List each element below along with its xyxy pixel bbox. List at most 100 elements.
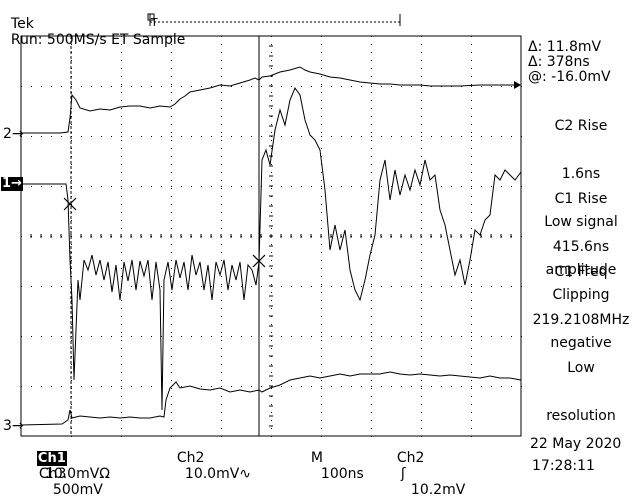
grid-dot (221, 186, 222, 187)
grid-dot (271, 100, 272, 101)
grid-dot (101, 336, 102, 337)
grid-dot (121, 212, 122, 213)
grid-dot (141, 286, 142, 287)
grid-dot (421, 252, 422, 253)
grid-dot (481, 86, 482, 87)
grid-dot (161, 336, 162, 337)
grid-dot (471, 92, 472, 93)
grid-dot (421, 260, 422, 261)
grid-dot (461, 336, 462, 337)
grid-dot (521, 336, 522, 337)
grid-dot (221, 156, 222, 157)
grid-dot (211, 136, 212, 137)
grid-dot (71, 60, 72, 61)
grid-dot (151, 136, 152, 137)
grid-dot (271, 244, 272, 245)
time-readout: 17:28:11 (532, 458, 595, 474)
measurement-note: amplitude (545, 262, 617, 278)
grid-dot (371, 44, 372, 45)
grid-dot (291, 86, 292, 87)
grid-dot (191, 336, 192, 337)
grid-dot (151, 86, 152, 87)
grid-dot (401, 136, 402, 137)
grid-dot (271, 308, 272, 309)
grid-dot (71, 324, 72, 325)
grid-dot (261, 286, 262, 287)
trigger-level-arrow[interactable] (514, 81, 521, 89)
grid-dot (421, 332, 422, 333)
ch2-marker[interactable]: 2→ (3, 126, 24, 142)
grid-dot (211, 186, 212, 187)
grid-dot (121, 52, 122, 53)
grid-dot (261, 136, 262, 137)
grid-dot (101, 386, 102, 387)
grid-dot (471, 404, 472, 405)
grid-dot (171, 340, 172, 341)
grid-dot (471, 228, 472, 229)
grid-dot (221, 196, 222, 197)
grid-dot (211, 386, 212, 387)
cursor-readouts: Δ: 11.8mV Δ: 378ns @: -16.0mV (528, 40, 638, 85)
grid-dot (231, 136, 232, 137)
grid-dot (461, 86, 462, 87)
grid-dot (421, 286, 422, 287)
grid-dot (221, 132, 222, 133)
grid-dot (121, 420, 122, 421)
delta-t-readout: Δ: 378ns (528, 54, 590, 70)
grid-dot (221, 386, 222, 387)
ch1-marker[interactable]: 1→ (1, 176, 23, 191)
grid-dot (411, 136, 412, 137)
grid-dot (321, 336, 322, 337)
grid-dot (171, 252, 172, 253)
grid-dot (121, 84, 122, 85)
grid-dot (91, 286, 92, 287)
grid-dot (271, 68, 272, 69)
grid-dot (31, 386, 32, 387)
grid-dot (351, 336, 352, 337)
cursor-marker-2[interactable] (252, 254, 266, 268)
grid-dot (421, 140, 422, 141)
grid-dot (301, 386, 302, 387)
grid-dot (471, 284, 472, 285)
grid-dot (321, 84, 322, 85)
grid-dot (171, 336, 172, 337)
grid-dot (41, 386, 42, 387)
grid-dot (221, 252, 222, 253)
grid-dot (401, 86, 402, 87)
grid-dot (371, 108, 372, 109)
grid-dot (121, 388, 122, 389)
grid-dot (371, 324, 372, 325)
grid-dot (371, 364, 372, 365)
grid-dot (471, 396, 472, 397)
grid-dot (71, 364, 72, 365)
grid-dot (451, 136, 452, 137)
ch3-label: Ch3 (38, 466, 67, 482)
grid-dot (131, 86, 132, 87)
grid-dot (121, 172, 122, 173)
grid-dot (471, 300, 472, 301)
grid-dot (471, 44, 472, 45)
grid-dot (271, 60, 272, 61)
ch3-marker[interactable]: 3→ (3, 418, 24, 434)
measurement-c2-rise: C2 Rise 1.6ns Low signal amplitude (524, 86, 638, 294)
grid-dot (471, 324, 472, 325)
grid-dot (291, 286, 292, 287)
grid-dot (421, 76, 422, 77)
grid-dot (311, 86, 312, 87)
grid-dot (101, 136, 102, 137)
grid-dot (511, 186, 512, 187)
grid-dot (121, 412, 122, 413)
grid-dot (221, 332, 222, 333)
grid-dot (421, 268, 422, 269)
grid-dot (371, 436, 372, 437)
grid-dot (171, 292, 172, 293)
grid-dot (321, 180, 322, 181)
grid-dot (421, 68, 422, 69)
grid-dot (291, 186, 292, 187)
cursor-marker-1[interactable] (63, 197, 77, 211)
grid-dot (371, 36, 372, 37)
grid-dot (491, 286, 492, 287)
grid-dot (241, 286, 242, 287)
grid-dot (121, 396, 122, 397)
grid-dot (221, 420, 222, 421)
